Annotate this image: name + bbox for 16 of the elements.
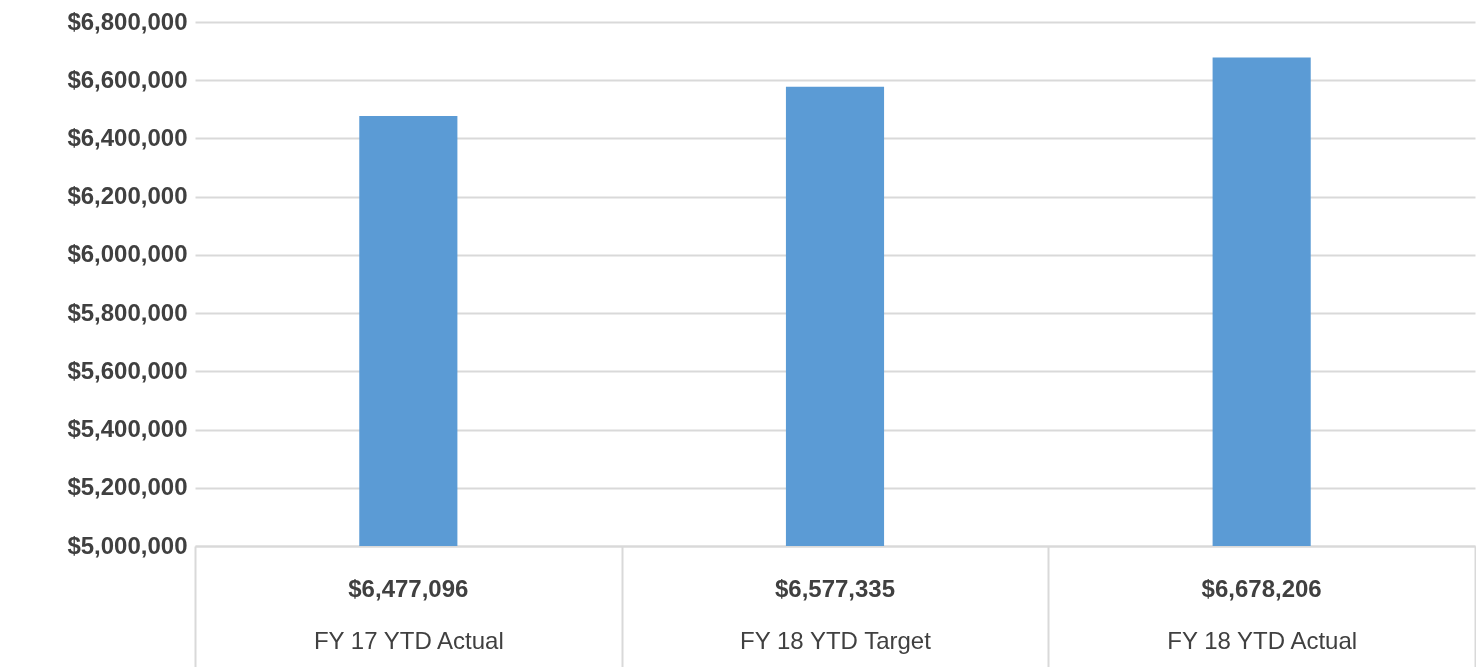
y-tick-label: $5,600,000 — [67, 356, 188, 384]
y-tick-label: $5,000,000 — [67, 531, 188, 559]
y-tick-label: $5,400,000 — [67, 415, 188, 443]
data-label: $6,678,206 — [1201, 575, 1322, 602]
y-tick-label: $6,600,000 — [67, 65, 188, 93]
data-label: $6,477,096 — [348, 575, 469, 602]
y-tick-label: $5,200,000 — [67, 473, 188, 501]
y-tick-label: $6,400,000 — [67, 123, 188, 151]
data-label: $6,577,335 — [774, 575, 896, 602]
y-tick-label: $6,000,000 — [67, 240, 188, 268]
y-tick-label: $6,200,000 — [67, 182, 188, 210]
y-tick-label: $6,800,000 — [67, 7, 188, 35]
y-tick-label: $5,800,000 — [67, 298, 188, 326]
x-tick-label: FY 17 YTD Actual — [313, 626, 504, 654]
x-tick-label: FY 18 YTD Target — [740, 626, 932, 654]
x-tick-label: FY 18 YTD Actual — [1167, 626, 1358, 654]
